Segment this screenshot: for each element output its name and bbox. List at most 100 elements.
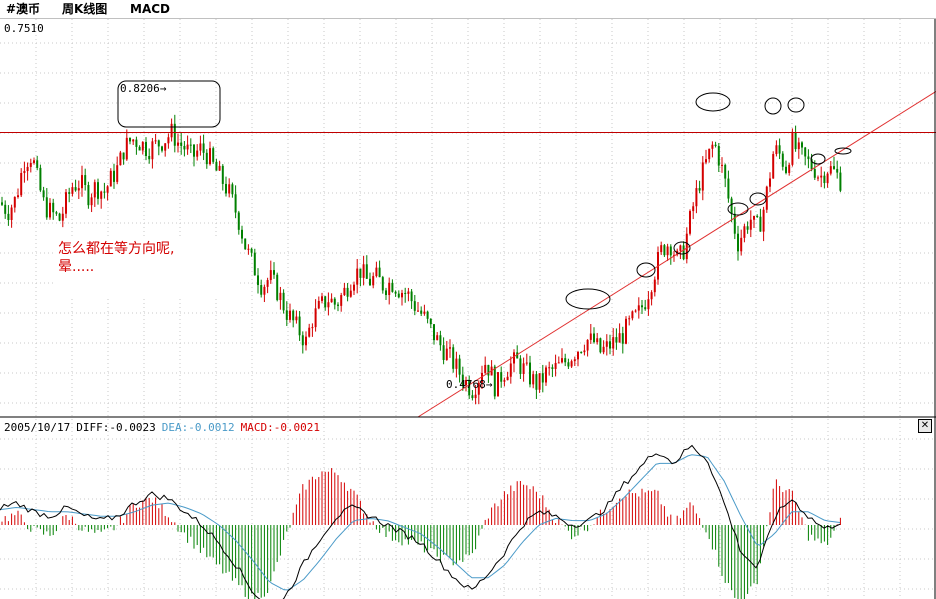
candle-body — [4, 204, 7, 214]
candle-body — [327, 302, 330, 308]
candle-body — [516, 352, 519, 359]
candle-body — [61, 213, 64, 221]
candle-body — [525, 362, 528, 364]
candle-body — [647, 299, 650, 310]
macd-date: 2005/10/17 — [4, 421, 71, 434]
candle-body — [119, 152, 122, 166]
note-box: 怎么都在等方向呢, 晕..... — [56, 236, 240, 296]
candle-body — [81, 175, 83, 189]
candle-body — [781, 153, 784, 167]
candle-body — [673, 254, 675, 256]
candle-body — [794, 132, 797, 150]
candle-body — [250, 248, 253, 253]
candle-body — [39, 167, 42, 191]
candle-body — [513, 352, 515, 364]
candle-body — [257, 275, 259, 286]
candle-body — [769, 178, 771, 187]
candle-body — [7, 213, 10, 220]
candle-body — [45, 197, 48, 218]
candle-body — [487, 364, 490, 376]
candle-body — [148, 155, 151, 160]
candle-body — [141, 141, 144, 151]
candle-body — [442, 345, 445, 360]
dea-value: DEA:-0.0012 — [161, 421, 235, 434]
candle-body — [346, 287, 349, 297]
candle-body — [301, 335, 304, 346]
candle-body — [186, 144, 189, 150]
annotation-high: 0.8206→ — [120, 82, 167, 95]
candle-body — [634, 310, 637, 312]
candle-body — [314, 308, 317, 328]
candle-body — [247, 248, 250, 250]
candle-body — [106, 186, 109, 193]
candle-body — [90, 197, 93, 206]
candle-body — [778, 145, 781, 154]
candle-body — [500, 372, 503, 382]
candle-body — [228, 184, 231, 194]
candle-body — [321, 296, 323, 301]
candle-body — [202, 143, 205, 153]
candle-body — [381, 277, 384, 291]
candle-body — [26, 166, 29, 172]
candle-body — [618, 333, 621, 343]
candle-body — [666, 246, 669, 256]
candle-body — [545, 367, 547, 383]
candle-body — [1, 202, 3, 205]
candle-body — [241, 229, 243, 239]
candle-body — [445, 348, 448, 360]
candle-body — [506, 376, 509, 381]
candle-body — [698, 188, 701, 191]
candle-body — [420, 310, 423, 314]
candle-body — [282, 292, 285, 311]
candle-body — [612, 337, 615, 349]
candle-body — [193, 144, 195, 157]
candle-body — [205, 152, 208, 165]
candle-body — [679, 245, 682, 251]
candle-body — [705, 159, 707, 163]
candle-body — [157, 140, 160, 147]
close-icon[interactable]: ✕ — [918, 419, 932, 433]
candle-body — [740, 237, 743, 252]
candle-body — [212, 148, 215, 162]
candle-body — [529, 362, 531, 385]
candle-body — [717, 145, 720, 166]
candle-body — [465, 380, 467, 386]
candle-body — [519, 358, 522, 374]
candle-body — [404, 292, 407, 294]
candle-body — [269, 270, 272, 281]
candle-body — [833, 166, 835, 169]
candle-body — [29, 162, 32, 167]
candle-body — [84, 175, 87, 186]
candle-body — [471, 395, 474, 399]
candle-body — [103, 191, 106, 193]
candle-body — [401, 292, 403, 298]
note-line-2: 晕..... — [58, 259, 95, 275]
candle-body — [333, 298, 336, 305]
candle-body — [23, 171, 26, 173]
candle-body — [97, 182, 99, 199]
candle-body — [145, 141, 147, 156]
candle-body — [33, 160, 35, 163]
symbol-label: #澳币 — [6, 2, 41, 16]
candle-body — [602, 346, 605, 353]
candle-body — [77, 188, 80, 191]
candle-body — [461, 374, 464, 386]
candle-body — [359, 268, 362, 278]
candle-body — [410, 291, 413, 302]
candle-body — [583, 350, 586, 353]
candle-body — [122, 152, 125, 160]
candle-body — [295, 316, 298, 321]
chart-canvas[interactable]: 0.8206→ 0.4768→ — [0, 19, 936, 599]
candle-body — [625, 318, 627, 344]
candle-body — [113, 170, 115, 182]
candle-body — [759, 216, 762, 232]
annotation-circle — [834, 147, 852, 155]
candle-body — [308, 327, 311, 337]
candle-body — [727, 178, 730, 199]
candle-body — [631, 311, 634, 319]
candle-body — [42, 190, 45, 198]
candle-body — [573, 359, 576, 362]
candle-body — [548, 367, 551, 369]
diff-line — [0, 444, 841, 599]
candle-body — [305, 336, 307, 346]
